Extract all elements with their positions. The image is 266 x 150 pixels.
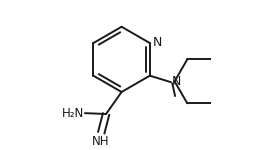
Text: N: N bbox=[172, 75, 181, 88]
Text: H₂N: H₂N bbox=[62, 107, 84, 120]
Text: N: N bbox=[152, 36, 162, 49]
Text: NH: NH bbox=[92, 135, 109, 148]
